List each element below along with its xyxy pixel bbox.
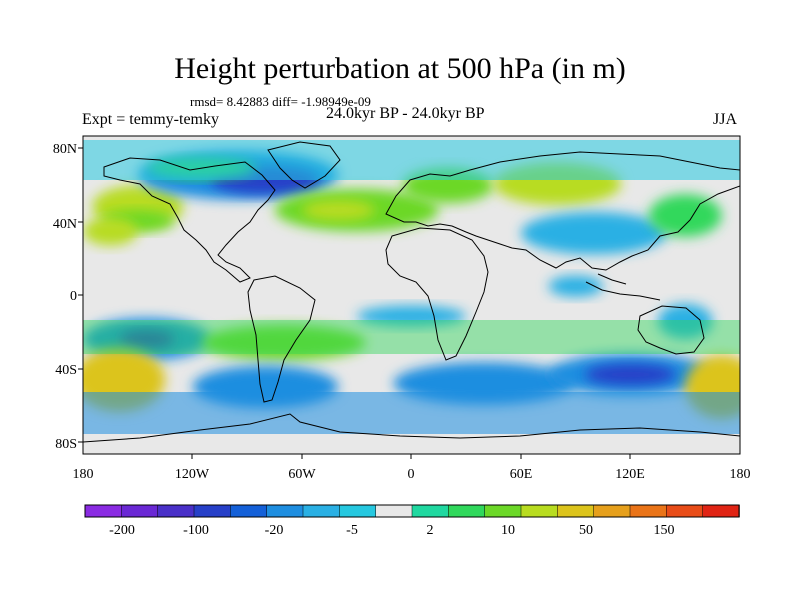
colorbar-swatch (121, 504, 159, 518)
map-title: Height perturbation at 500 hPa (in m) (174, 52, 626, 85)
colorbar-labels: -200 -100 -20 -5 2 10 50 150 (109, 523, 674, 538)
anomaly-blob (548, 275, 604, 297)
anomaly-blob (521, 211, 667, 255)
colorbar-label: 150 (654, 523, 675, 538)
colorbar-swatch (302, 504, 341, 518)
northern-band (83, 140, 740, 180)
anomaly-blob (356, 305, 467, 327)
southern-midlat-band (83, 320, 740, 354)
anomaly-blob (648, 194, 722, 237)
colorbar-label: -200 (109, 523, 135, 538)
colorbar-swatch (557, 504, 595, 518)
southern-highlat-band (83, 392, 740, 434)
colorbar-swatch (629, 504, 668, 518)
coastline-indonesia (585, 273, 661, 301)
colorbar-frame (84, 504, 740, 518)
map-plot-area (82, 135, 741, 455)
lat-tick: 40S (55, 363, 77, 378)
coastline-south-america (247, 275, 316, 403)
anomaly-blob (584, 363, 677, 386)
colorbar-label: -5 (346, 523, 358, 538)
colorbar: -200 -100 -20 -5 2 10 50 150 (84, 504, 740, 538)
colorbar-swatch (520, 504, 559, 518)
colorbar-swatch (157, 504, 195, 518)
colorbar-swatches (84, 504, 740, 518)
coastlines (83, 141, 740, 443)
lon-tick: 60W (288, 467, 316, 482)
anomaly-blob (201, 325, 366, 361)
lat-tick: 40N (53, 217, 77, 232)
anomaly-blob (657, 303, 713, 340)
lon-tick: 120E (615, 467, 645, 482)
experiment-label: Expt = temmy-temky (82, 111, 219, 128)
colorbar-swatch (484, 504, 522, 518)
longitude-axis: 180 120W 60W 0 60E 120E 180 (73, 454, 751, 482)
colorbar-swatch (230, 504, 268, 518)
anomaly-blob (302, 199, 375, 221)
coastline-antarctica (83, 413, 740, 443)
stats-line: rmsd= 8.42883 diff= -1.98949e-09 (190, 94, 371, 109)
lon-tick: 120W (175, 467, 210, 482)
colorbar-swatch (411, 504, 450, 518)
lat-tick: 80N (53, 142, 77, 157)
colorbar-swatch (666, 504, 704, 518)
colorbar-label: -20 (265, 523, 284, 538)
coastline-australia (637, 305, 705, 355)
colorbar-swatch (84, 504, 123, 518)
colorbar-swatch (593, 504, 631, 518)
anomaly-field (83, 140, 740, 434)
period-label: 24.0kyr BP - 24.0kyr BP (326, 105, 485, 122)
lon-tick: 180 (73, 467, 94, 482)
colorbar-label: 10 (501, 523, 515, 538)
colorbar-swatch (266, 504, 304, 518)
colorbar-swatch (375, 504, 413, 518)
colorbar-swatch (193, 504, 232, 518)
colorbar-swatch (448, 504, 486, 518)
coastline-africa (385, 227, 489, 361)
lat-tick: 0 (70, 289, 77, 304)
anomaly-blob (119, 330, 175, 348)
colorbar-swatch (702, 504, 740, 518)
season-label: JJA (713, 111, 738, 128)
lon-tick: 60E (510, 467, 533, 482)
lon-tick: 0 (408, 467, 415, 482)
colorbar-label: 50 (579, 523, 593, 538)
anomaly-blob (83, 217, 138, 246)
colorbar-label: 2 (427, 523, 434, 538)
lat-tick: 80S (55, 437, 77, 452)
coastline-north-america (103, 157, 276, 283)
coastline-greenland (267, 141, 341, 189)
coastline-eurasia (385, 151, 740, 271)
lon-tick: 180 (730, 467, 751, 482)
colorbar-label: -100 (183, 523, 209, 538)
colorbar-swatch (339, 504, 377, 518)
latitude-axis: 80N 40N 0 40S 80S (53, 142, 83, 452)
